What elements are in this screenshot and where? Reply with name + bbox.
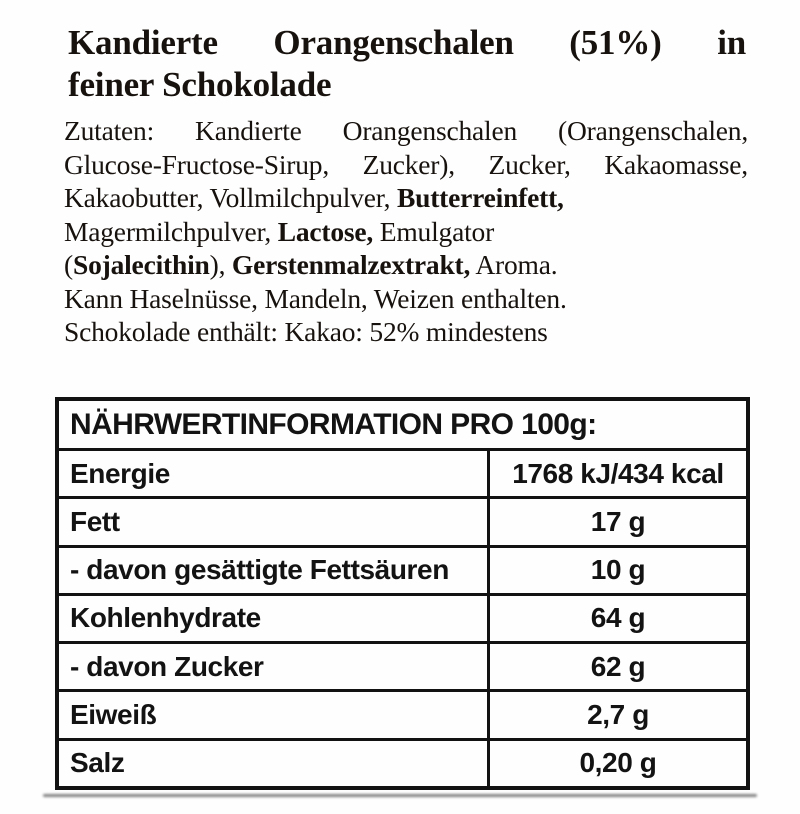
ingredients-segment: Sojalecithin (72, 249, 210, 280)
table-row: Eiweiß 2,7 g (59, 689, 746, 738)
ingredients-line: Zutaten: Kandierte Orangenschalen (Orang… (64, 114, 748, 148)
ingredients-paragraph: Zutaten: Kandierte Orangenschalen (Orang… (64, 114, 748, 349)
table-row: - davon gesättigte Fettsäuren 10 g (59, 544, 746, 593)
ingredients-segment: Schokolade enthält: Kakao: 52% mindesten… (64, 316, 548, 347)
nutrient-value: 62 g (590, 650, 646, 682)
ingredients-segment: ), (209, 249, 232, 280)
table-row: Energie 1768 kJ/434 kcal (59, 448, 746, 497)
product-title-line2: feiner Schokolade (68, 65, 332, 104)
table-row: Fett 17 g (59, 496, 746, 545)
ingredients-segment: Lactose, (277, 215, 374, 247)
nutrition-table-body: Energie 1768 kJ/434 kcal Fett 17 g - davon g… (59, 448, 746, 786)
ingredients-line: (Sojalecithin), Gerstenmalzextrakt, Arom… (64, 248, 748, 282)
ingredients-segment: Gerstenmalzextrakt, (231, 249, 471, 280)
ingredients-segment: Emulgator (373, 215, 495, 247)
ingredients-segment: Aroma. (470, 249, 558, 280)
table-row: - davon Zucker 62 g (59, 641, 746, 690)
ingredients-segment: Glucose-Fructose-Sirup, Zucker), Zucker,… (64, 148, 748, 180)
nutrient-label: Eiweiß (59, 692, 490, 738)
nutrient-value: 1768 kJ/434 kcal (512, 457, 724, 489)
ingredients-segment: Kakaobutter, Vollmilchpulver, (64, 182, 397, 213)
scan-shadow-line (43, 794, 757, 797)
ingredients-line: Glucose-Fructose-Sirup, Zucker), Zucker,… (64, 148, 748, 182)
nutrient-value: 17 g (590, 505, 646, 537)
ingredients-segment: Kann Haselnüsse, Mandeln, Weizen enthalt… (64, 282, 567, 314)
ingredients-segment: ( (64, 249, 73, 280)
nutrient-label: Fett (59, 499, 490, 545)
ingredients-line: Schokolade enthält: Kakao: 52% mindesten… (64, 315, 748, 349)
nutrient-value: 64 g (590, 602, 646, 634)
nutrient-label: - davon Zucker (59, 644, 490, 690)
nutrient-label: Energie (59, 451, 490, 497)
ingredients-line: Kann Haselnüsse, Mandeln, Weizen enthalt… (64, 282, 748, 316)
product-title: Kandierte Orangenschalen (51%) in feiner… (68, 22, 746, 106)
ingredients-segment: Magermilchpulver, (64, 215, 278, 247)
ingredients-segment: Zutaten: Kandierte Orangenschalen (Orang… (64, 115, 748, 146)
product-title-line1: Kandierte Orangenschalen (51%) in (68, 23, 746, 62)
ingredients-segment: Butterreinfett, (396, 182, 564, 213)
nutrient-value: 0,20 g (579, 747, 657, 779)
nutrient-label: - davon gesättigte Fettsäuren (59, 547, 490, 593)
nutrient-value: 2,7 g (587, 699, 649, 731)
nutrition-table-header: NÄHRWERTINFORMATION PRO 100g: (70, 407, 597, 441)
table-row: Salz 0,20 g (59, 737, 746, 786)
nutrient-value: 10 g (590, 554, 646, 586)
table-row: Kohlenhydrate 64 g (59, 592, 746, 642)
nutrition-table: NÄHRWERTINFORMATION PRO 100g: Energie 176… (55, 397, 750, 790)
ingredients-line: Kakaobutter, Vollmilchpulver, Butterrein… (64, 181, 748, 215)
nutrient-label: Salz (59, 740, 490, 786)
ingredients-line: Magermilchpulver, Lactose, Emulgator (64, 215, 748, 249)
nutrient-label: Kohlenhydrate (59, 595, 490, 642)
